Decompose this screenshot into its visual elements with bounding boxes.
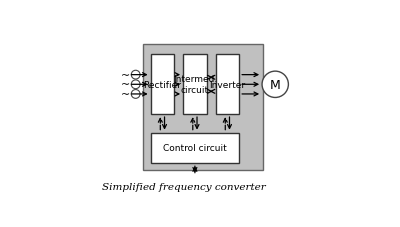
- Text: Intermed.
circuit: Intermed. circuit: [173, 75, 217, 95]
- Text: Simplified frequency converter: Simplified frequency converter: [102, 183, 266, 192]
- Text: Control circuit: Control circuit: [163, 144, 227, 153]
- Text: ~: ~: [121, 80, 131, 90]
- Bar: [143, 45, 263, 170]
- Text: ~: ~: [121, 90, 131, 99]
- Bar: [150, 133, 239, 164]
- Text: Rectifier: Rectifier: [144, 80, 182, 89]
- Bar: [183, 55, 207, 115]
- Bar: [216, 55, 239, 115]
- Circle shape: [131, 81, 140, 89]
- Bar: [150, 55, 174, 115]
- Text: ~: ~: [121, 70, 131, 80]
- Circle shape: [131, 71, 140, 80]
- Circle shape: [262, 72, 288, 98]
- Text: M: M: [270, 79, 280, 91]
- Text: Inverter: Inverter: [209, 80, 246, 89]
- Circle shape: [131, 90, 140, 99]
